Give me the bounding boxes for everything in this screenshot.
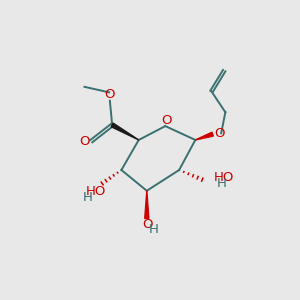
Text: H: H	[216, 177, 226, 190]
Text: O: O	[104, 88, 114, 101]
Text: H: H	[83, 191, 93, 204]
Text: O: O	[80, 135, 90, 148]
Polygon shape	[195, 132, 213, 140]
Text: O: O	[214, 127, 224, 140]
Text: HO: HO	[85, 185, 106, 198]
Polygon shape	[145, 191, 149, 218]
Text: O: O	[142, 218, 152, 231]
Polygon shape	[111, 123, 139, 140]
Text: H: H	[148, 223, 158, 236]
Text: HO: HO	[213, 171, 234, 184]
Text: O: O	[161, 114, 172, 127]
